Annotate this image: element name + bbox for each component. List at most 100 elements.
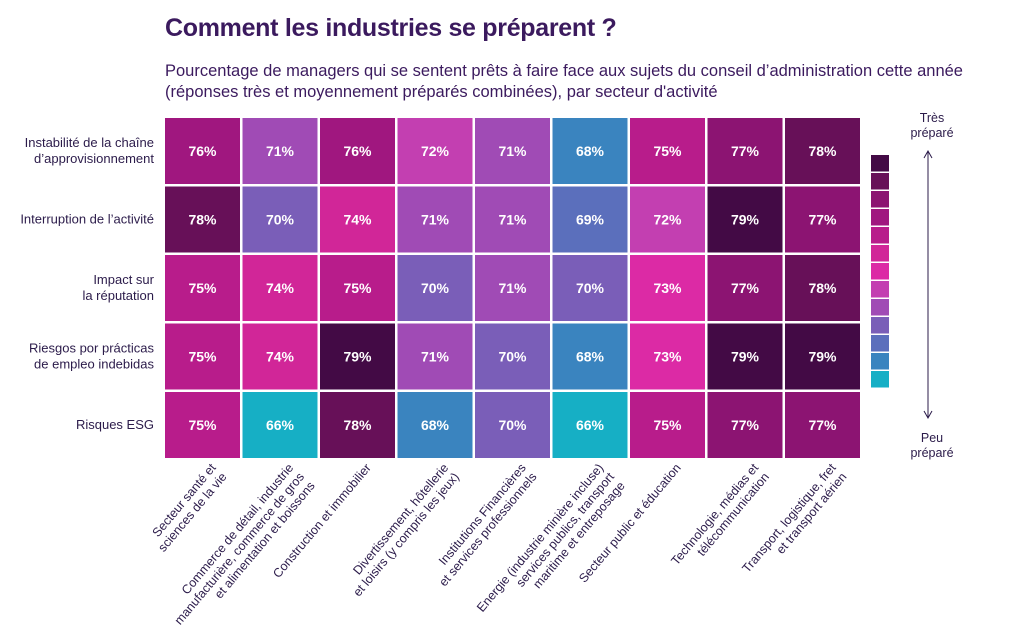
cell-value-label: 74% (266, 280, 295, 296)
legend-bottom-label: Peu préparé (910, 431, 953, 460)
cell-value-label: 70% (266, 212, 295, 228)
legend-swatch (871, 335, 889, 352)
heatmap-cell (707, 186, 783, 253)
heatmap-cell (397, 392, 473, 458)
heatmap-cell (475, 118, 550, 184)
heatmap-cell (552, 118, 628, 184)
cell-value-label: 75% (343, 280, 372, 296)
heatmap-cell (320, 118, 395, 184)
legend-swatch (871, 299, 889, 316)
heatmap-cell (785, 118, 860, 184)
cell-value-label: 75% (653, 417, 682, 433)
cell-value-label: 71% (498, 280, 527, 296)
heatmap-cell (552, 186, 628, 253)
cell-value-label: 79% (731, 212, 760, 228)
heatmap-cell (397, 118, 473, 184)
cell-value-label: 70% (498, 417, 527, 433)
heatmap-cell (165, 323, 240, 390)
heatmap-cell (552, 255, 628, 321)
heatmap-cell (707, 255, 783, 321)
heatmap-cell (320, 323, 395, 390)
heatmap-cell (785, 323, 860, 390)
cell-value-label: 77% (808, 212, 837, 228)
heatmap-cell (397, 255, 473, 321)
cell-value-label: 79% (808, 349, 837, 365)
row-label: Instabilité de la chaîne d’approvisionnem… (25, 135, 155, 166)
legend-swatch (871, 173, 889, 190)
cell-value-label: 70% (498, 349, 527, 365)
legend-top-label: Très préparé (910, 111, 953, 140)
heatmap-cell (475, 323, 550, 390)
cell-value-label: 77% (731, 280, 760, 296)
legend-swatch (871, 245, 889, 262)
legend-arrow-down-icon (923, 410, 933, 420)
heatmap-cell (165, 255, 240, 321)
cell-value-label: 71% (498, 143, 527, 159)
row-label: Impact sur la réputation (82, 272, 154, 303)
heatmap-cell (242, 323, 318, 390)
cell-value-label: 66% (266, 417, 295, 433)
cell-value-label: 69% (576, 212, 605, 228)
heatmap-cell (165, 118, 240, 184)
heatmap-cell (242, 186, 318, 253)
chart-subtitle: Pourcentage de managers qui se sentent p… (165, 62, 963, 101)
heatmap-cell (707, 392, 783, 458)
legend-swatch (871, 155, 889, 172)
cell-value-label: 71% (498, 212, 527, 228)
heatmap-cell (630, 186, 705, 253)
heatmap-cell (475, 392, 550, 458)
column-label: Secteur santé etsciences de la vie (145, 461, 230, 555)
cell-value-label: 74% (266, 349, 295, 365)
legend-swatch (871, 191, 889, 208)
legend-swatch (871, 371, 889, 388)
cell-value-label: 71% (266, 143, 295, 159)
legend-swatch (871, 209, 889, 226)
cell-value-label: 72% (421, 143, 450, 159)
cell-value-label: 78% (808, 280, 837, 296)
cell-value-label: 77% (731, 417, 760, 433)
heatmap-cell (707, 118, 783, 184)
heatmap-cell (475, 255, 550, 321)
heatmap-cell (165, 186, 240, 253)
cell-value-label: 73% (653, 280, 682, 296)
cell-value-label: 71% (421, 349, 450, 365)
chart-title: Comment les industries se préparent ? (165, 14, 617, 42)
heatmap-cell (475, 186, 550, 253)
heatmap-cell (242, 118, 318, 184)
legend-swatch (871, 263, 889, 280)
heatmap-cell (707, 323, 783, 390)
heatmap-cell (165, 392, 240, 458)
cell-value-label: 74% (343, 212, 372, 228)
heatmap-cell (242, 255, 318, 321)
heatmap-cell (552, 323, 628, 390)
heatmap-cell (630, 118, 705, 184)
heatmap-cell (630, 255, 705, 321)
cell-value-label: 75% (188, 349, 217, 365)
cell-value-label: 76% (188, 143, 217, 159)
heatmap-cell (552, 392, 628, 458)
cell-value-label: 71% (421, 212, 450, 228)
row-label: Risques ESG (76, 417, 154, 432)
legend-arrow-up-icon (923, 149, 933, 159)
legend-swatch (871, 227, 889, 244)
heatmap-cell (630, 392, 705, 458)
cell-value-label: 79% (731, 349, 760, 365)
cell-value-label: 77% (731, 143, 760, 159)
cell-value-label: 72% (653, 212, 682, 228)
cell-value-label: 66% (576, 417, 605, 433)
cell-value-label: 70% (576, 280, 605, 296)
cell-value-label: 75% (653, 143, 682, 159)
heatmap-cell (242, 392, 318, 458)
row-label: Riesgos por prácticas de empleo indebidas (29, 341, 154, 372)
heatmap-cell (320, 392, 395, 458)
row-label: Interruption de l’activité (20, 212, 154, 227)
cell-value-label: 68% (421, 417, 450, 433)
heatmap-cell (785, 186, 860, 253)
legend-swatch (871, 317, 889, 334)
cell-value-label: 77% (808, 417, 837, 433)
heatmap-cell (397, 186, 473, 253)
heatmap-cell (630, 323, 705, 390)
cell-value-label: 78% (188, 212, 217, 228)
cell-value-label: 79% (343, 349, 372, 365)
